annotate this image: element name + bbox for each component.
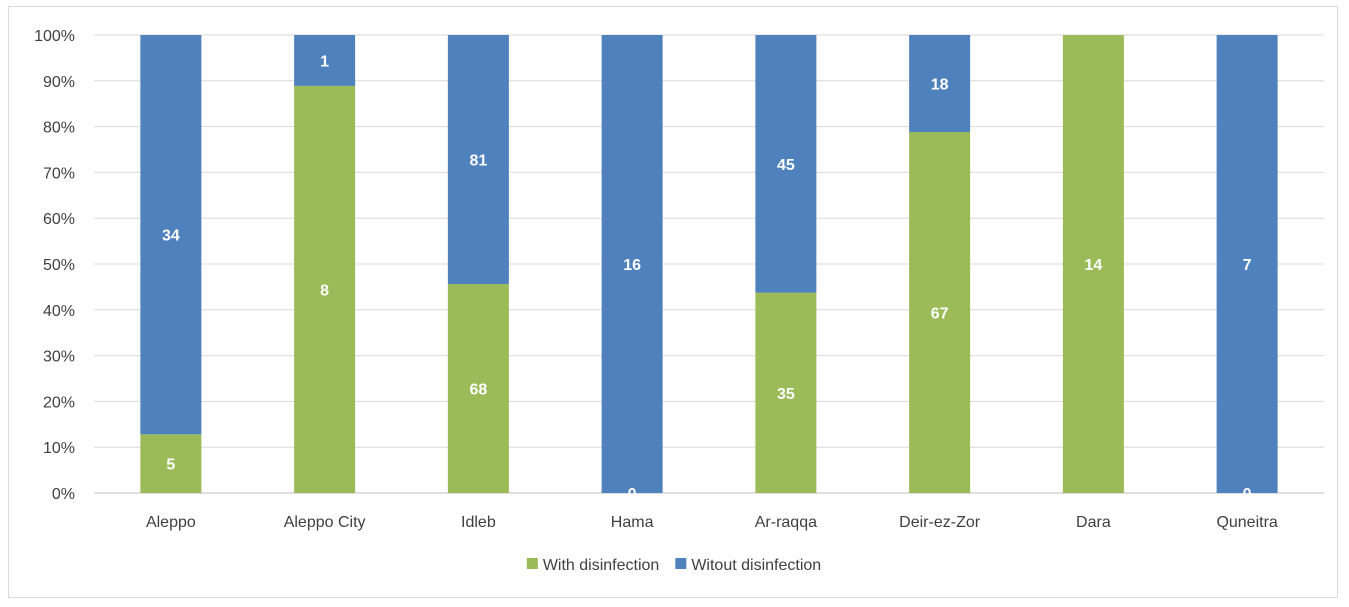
bar-segment (1216, 35, 1278, 493)
y-tick-label: 20% (43, 394, 75, 411)
x-category-label: Idleb (461, 514, 496, 531)
x-axis-categories: Aleppo Aleppo City Idleb Hama Ar-raqqa Deir-e… (146, 514, 1278, 531)
x-category-label: Aleppo City (284, 514, 366, 531)
bar-segment (755, 35, 817, 293)
legend-swatch (675, 558, 687, 569)
y-tick-label: 100% (34, 28, 75, 45)
data-label: 1 (320, 53, 329, 70)
bar-segment (447, 35, 509, 284)
bar-segment (909, 131, 971, 494)
y-tick-label: 0% (52, 486, 75, 503)
x-category-label: Dara (1076, 514, 1111, 531)
y-tick-label: 40% (43, 303, 75, 320)
y-tick-label: 80% (43, 120, 75, 137)
bar-segment (294, 85, 356, 493)
bar-segment (601, 35, 663, 493)
bar-segment (294, 35, 356, 86)
data-label: 16 (623, 257, 641, 274)
bar-segment (140, 35, 202, 435)
y-tick-label: 50% (43, 257, 75, 274)
legend-swatch (526, 558, 538, 569)
data-label: 45 (777, 157, 795, 174)
x-category-label: Hama (611, 514, 654, 531)
bars (140, 35, 1278, 494)
legend-label: Witout disinfection (691, 557, 821, 574)
bar-segment (1062, 35, 1124, 493)
bar-segment (447, 283, 509, 493)
y-tick-label: 60% (43, 211, 75, 228)
data-label: 5 (166, 457, 175, 474)
data-label: 18 (931, 76, 949, 93)
data-label: 7 (1243, 257, 1252, 274)
x-category-label: Quneitra (1216, 514, 1277, 531)
stacked-bar-chart: 0%10%20%30%40%50%60%70%80%90%100% 534816… (34, 28, 1324, 574)
chart-area: 0% 10% 20% 30% 40% 50% 60% 70% 80% 90% 100% 5 34 8 1 6… (8, 6, 1338, 598)
data-label: 0 (1243, 486, 1252, 503)
data-label: 14 (1084, 257, 1102, 274)
y-tick-label: 10% (43, 440, 75, 457)
gridlines (94, 34, 1324, 494)
bar-segment (755, 292, 817, 493)
legend-label: With disinfection (543, 557, 660, 574)
bar-segment (909, 35, 971, 132)
y-axis-ticks: 0% 10% 20% 30% 40% 50% 60% 70% 80% 90% 100% (34, 28, 75, 503)
x-category-label: Aleppo (146, 514, 196, 531)
bar-segment (140, 434, 202, 493)
data-label: 67 (931, 305, 949, 322)
data-label: 81 (469, 152, 487, 169)
data-label: 8 (320, 282, 329, 299)
data-label: 0 (628, 486, 637, 503)
legend: With disinfection Witout disinfection (526, 557, 821, 574)
y-tick-label: 30% (43, 349, 75, 366)
x-category-label: Deir-ez-Zor (899, 514, 981, 531)
x-category-label: Ar-raqqa (755, 514, 817, 531)
data-label: 35 (777, 386, 795, 403)
y-tick-label: 90% (43, 74, 75, 91)
data-label: 34 (162, 228, 180, 245)
data-label: 68 (469, 381, 487, 398)
y-tick-label: 70% (43, 165, 75, 182)
